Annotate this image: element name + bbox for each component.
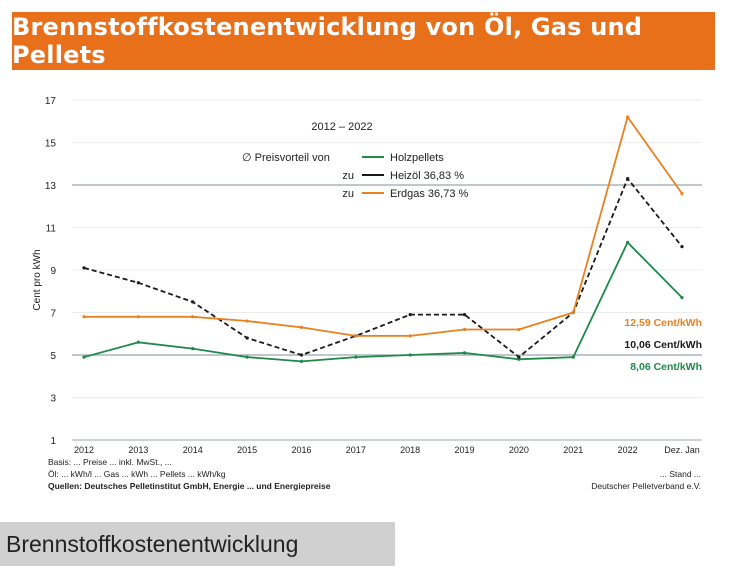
series-points — [82, 115, 684, 363]
end-value-label: 12,59 Cent/kWh — [624, 317, 702, 329]
x-tick-label: 2012 — [74, 445, 94, 455]
legend-header: ∅ Preisvorteil von — [242, 152, 330, 164]
data-point — [517, 327, 521, 332]
data-point — [680, 191, 684, 196]
y-tick-label: 3 — [50, 394, 56, 405]
legend-label: Heizöl 36,83 % — [390, 170, 464, 182]
data-point — [408, 334, 412, 338]
data-point — [136, 340, 140, 344]
x-tick-label: 2015 — [237, 445, 257, 455]
data-point — [408, 313, 412, 317]
y-tick-label: 15 — [45, 139, 57, 150]
legend-label: Holzpellets — [390, 152, 444, 164]
data-point — [299, 353, 304, 357]
chart-title: Brennstoffkostenentwicklung von Öl, Gas … — [12, 12, 715, 70]
data-point — [626, 240, 630, 244]
data-point — [462, 351, 467, 355]
end-value-label: 10,06 Cent/kWh — [624, 339, 702, 351]
data-point — [462, 327, 467, 332]
legend-prefix: zu — [342, 170, 354, 182]
end-value-labels: 12,59 Cent/kWh 10,06 Cent/kWh 8,06 Cent/kW… — [624, 317, 702, 373]
y-axis-label: Cent pro kWh — [32, 249, 43, 310]
chart-subtitle: 2012 – 2022 — [311, 121, 372, 133]
data-point — [680, 296, 684, 300]
data-point — [191, 300, 195, 304]
series-line-heizöl — [83, 177, 683, 358]
image-caption: Brennstoffkostenentwicklung — [0, 522, 395, 566]
data-point — [517, 355, 521, 359]
data-point — [245, 336, 249, 340]
series-lines — [83, 116, 683, 363]
data-point — [136, 281, 140, 285]
chart-card: Brennstoffkostenentwicklung von Öl, Gas … — [12, 12, 715, 507]
data-point — [408, 353, 412, 357]
data-point — [82, 315, 86, 319]
data-point — [136, 315, 140, 319]
data-point — [299, 359, 304, 363]
footnote-line: Öl: ... kWh/l ... Gas ... kWh ... Pellet… — [48, 469, 226, 479]
x-tick-labels: 2012 2013 2014 2015 2016 2017 2018 2019 2020 2021… — [74, 445, 700, 455]
x-tick-label: Dez. Jan — [664, 445, 700, 455]
data-point — [191, 347, 195, 351]
end-value-label: 8,06 Cent/kWh — [630, 361, 702, 373]
data-point — [354, 334, 358, 338]
y-tick-label: 11 — [46, 224, 57, 235]
x-tick-label: 2021 — [563, 445, 583, 455]
x-tick-label: 2013 — [128, 445, 148, 455]
x-tick-label: 2022 — [618, 445, 638, 455]
x-tick-label: 2018 — [400, 445, 420, 455]
x-tick-label: 2014 — [183, 445, 203, 455]
y-tick-label: 9 — [50, 266, 56, 277]
data-point — [299, 325, 304, 329]
data-point — [462, 313, 467, 317]
y-tick-label: 13 — [45, 181, 57, 192]
series-line-holzpellets — [83, 241, 683, 363]
gridlines — [72, 99, 702, 441]
legend: Holzpellets zu Heizöl 36,83 % zu Erdgas 36,7… — [342, 152, 468, 200]
series-line-erdgas — [84, 116, 683, 337]
x-tick-label: 2019 — [455, 445, 475, 455]
footnote: Basis: ... Preise ... inkl. MwSt., ... Ö… — [48, 456, 528, 492]
data-point — [82, 266, 86, 270]
data-point — [82, 355, 86, 359]
footnote-sources: Quellen: Deutsches Pelletinstitut GmbH, … — [48, 481, 331, 491]
x-tick-label: 2020 — [509, 445, 529, 455]
x-tick-label: 2017 — [346, 445, 366, 455]
y-tick-label: 1 — [50, 436, 56, 447]
data-point — [245, 319, 249, 323]
data-point — [354, 355, 358, 359]
data-point — [680, 245, 684, 249]
y-tick-label: 5 — [50, 351, 56, 362]
footnote-line: Basis: ... Preise ... inkl. MwSt., ... — [48, 457, 172, 467]
footnote-right: ... Stand ... Deutscher Pelletverband e.… — [501, 468, 701, 492]
footnote-right-line: ... Stand ... — [659, 469, 701, 479]
data-point — [571, 355, 575, 359]
data-point — [626, 177, 630, 181]
legend-prefix: zu — [342, 188, 354, 200]
data-point — [245, 355, 249, 359]
legend-label: Erdgas 36,73 % — [390, 188, 468, 200]
data-point — [626, 115, 630, 119]
data-point — [571, 310, 575, 315]
y-tick-label: 7 — [50, 309, 56, 320]
y-tick-label: 17 — [45, 96, 57, 107]
x-tick-label: 2016 — [291, 445, 311, 455]
data-point — [191, 315, 195, 319]
footnote-right-line: Deutscher Pelletverband e.V. — [591, 481, 701, 491]
